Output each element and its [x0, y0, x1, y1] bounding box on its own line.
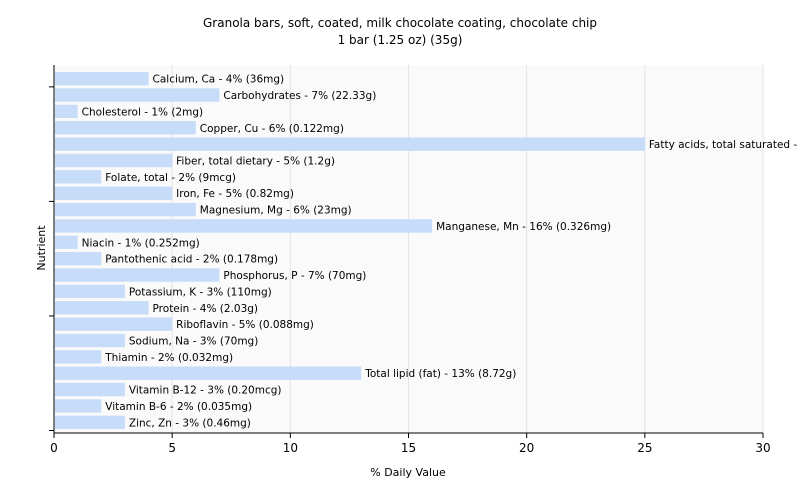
bar: [55, 88, 220, 102]
bar: [55, 219, 433, 233]
bar-label: Fatty acids, total saturated - 25% (4.97…: [649, 139, 800, 151]
bar: [55, 153, 173, 168]
bar-label: Pantothenic acid - 2% (0.178mg): [105, 254, 278, 266]
bar: [55, 284, 125, 299]
x-tick-label: 15: [401, 441, 416, 455]
x-tick-label: 5: [168, 441, 176, 455]
bar: [55, 202, 196, 217]
bar-label: Zinc, Zn - 3% (0.46mg): [129, 417, 251, 429]
bar: [55, 137, 645, 151]
bar-label: Protein - 4% (2.03g): [153, 303, 259, 315]
bar: [55, 186, 173, 200]
bar: [55, 382, 125, 397]
bar: [55, 170, 102, 184]
bar: [55, 317, 173, 331]
bar-label: Cholesterol - 1% (2mg): [82, 106, 204, 118]
bar-label: Copper, Cu - 6% (0.122mg): [200, 123, 344, 135]
bar-label: Total lipid (fat) - 13% (8.72g): [364, 368, 516, 380]
bar: [55, 104, 78, 119]
bar-label: Calcium, Ca - 4% (36mg): [153, 74, 285, 86]
bar: [55, 350, 102, 364]
bar-label: Manganese, Mn - 16% (0.326mg): [436, 221, 611, 233]
bar-label: Niacin - 1% (0.252mg): [82, 237, 200, 249]
bar-label: Phosphorus, P - 7% (70mg): [223, 270, 366, 282]
bar: [55, 301, 149, 315]
bar: [55, 268, 220, 282]
bar-label: Fiber, total dietary - 5% (1.2g): [176, 156, 335, 168]
bar: [55, 399, 102, 413]
bar-label: Folate, total - 2% (9mcg): [105, 172, 236, 184]
x-tick-label: 20: [519, 441, 534, 455]
bar-label: Carbohydrates - 7% (22.33g): [223, 90, 376, 102]
bar-label: Potassium, K - 3% (110mg): [129, 286, 272, 298]
bar-label: Vitamin B-6 - 2% (0.035mg): [105, 401, 252, 413]
bar-label: Vitamin B-12 - 3% (0.20mcg): [129, 385, 282, 397]
x-tick-label: 25: [637, 441, 652, 455]
bar: [55, 366, 362, 380]
bar-label: Sodium, Na - 3% (70mg): [129, 336, 258, 348]
bar-label: Riboflavin - 5% (0.088mg): [176, 319, 314, 331]
bar: [55, 235, 78, 249]
y-axis-label: Nutrient: [35, 225, 48, 271]
bar: [55, 72, 149, 86]
bar: [55, 333, 125, 348]
bar: [55, 121, 196, 135]
x-tick-label: 0: [50, 441, 58, 455]
bar-label: Magnesium, Mg - 6% (23mg): [200, 205, 352, 217]
bar: [55, 252, 102, 266]
chart-title: Granola bars, soft, coated, milk chocola…: [203, 16, 597, 30]
x-tick-label: 10: [283, 441, 298, 455]
x-tick-label: 30: [755, 441, 770, 455]
bar-label: Iron, Fe - 5% (0.82mg): [176, 188, 294, 200]
x-axis-label: % Daily Value: [370, 466, 446, 479]
bar: [55, 415, 125, 429]
chart-subtitle: 1 bar (1.25 oz) (35g): [338, 33, 463, 47]
bar-label: Thiamin - 2% (0.032mg): [104, 352, 233, 364]
